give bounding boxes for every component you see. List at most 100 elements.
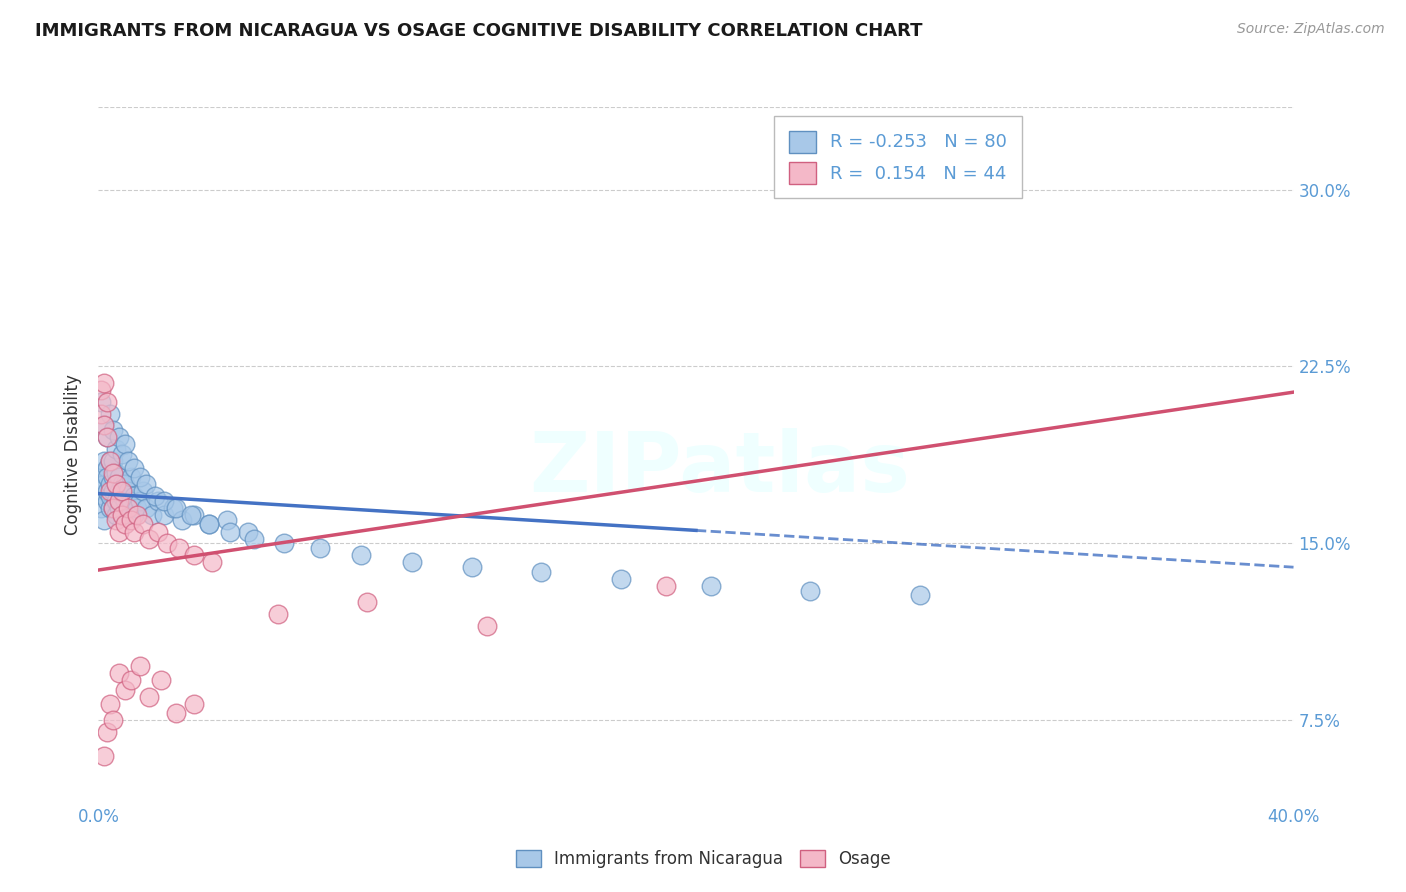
Point <box>103 466 125 480</box>
Point <box>529 565 551 579</box>
Point <box>103 484 125 499</box>
Point <box>198 517 221 532</box>
Point <box>124 508 146 522</box>
Point <box>124 461 146 475</box>
Point <box>108 484 131 499</box>
Point <box>100 500 122 515</box>
Point <box>124 524 146 539</box>
Point <box>96 395 118 409</box>
Point <box>153 494 176 508</box>
Point <box>93 748 115 763</box>
Point <box>96 461 118 475</box>
Point <box>153 508 176 522</box>
Point <box>129 470 152 484</box>
Point <box>93 418 115 433</box>
Y-axis label: Cognitive Disability: Cognitive Disability <box>65 375 83 535</box>
Point <box>135 477 157 491</box>
Point <box>105 513 128 527</box>
Point <box>100 484 122 499</box>
Point <box>127 508 149 522</box>
Point <box>111 447 134 461</box>
Point <box>105 508 128 522</box>
Point <box>129 494 152 508</box>
Point <box>93 376 115 390</box>
Point <box>236 524 259 539</box>
Point <box>96 470 118 484</box>
Point <box>129 659 152 673</box>
Point <box>156 536 179 550</box>
Point <box>111 484 134 499</box>
Point <box>93 513 115 527</box>
Point <box>108 470 131 484</box>
Point <box>93 477 115 491</box>
Point <box>114 517 136 532</box>
Point <box>267 607 290 621</box>
Point <box>243 532 266 546</box>
Point <box>143 489 166 503</box>
Point <box>117 454 139 468</box>
Point <box>96 484 118 499</box>
Point <box>141 508 163 522</box>
Point <box>308 541 330 555</box>
Point <box>103 500 125 515</box>
Point <box>114 437 136 451</box>
Point <box>100 697 122 711</box>
Point <box>90 395 112 409</box>
Point <box>117 484 139 499</box>
Point <box>108 524 131 539</box>
Point <box>114 682 136 697</box>
Point <box>138 690 160 704</box>
Point <box>132 484 155 499</box>
Point <box>103 500 125 515</box>
Point <box>93 489 115 503</box>
Point <box>96 430 118 444</box>
Point <box>103 423 125 437</box>
Point <box>180 508 202 522</box>
Point <box>90 466 112 480</box>
Point <box>111 477 134 491</box>
Point <box>90 477 112 491</box>
Point <box>96 725 118 739</box>
Point <box>111 508 134 522</box>
Point <box>148 494 170 508</box>
Point <box>114 494 136 508</box>
Point <box>138 532 160 546</box>
Text: Source: ZipAtlas.com: Source: ZipAtlas.com <box>1237 22 1385 37</box>
Point <box>111 489 134 503</box>
Point <box>117 500 139 515</box>
Point <box>132 517 155 532</box>
Point <box>215 513 238 527</box>
Point <box>114 477 136 491</box>
Point <box>167 541 190 555</box>
Point <box>90 500 112 515</box>
Point <box>111 508 134 522</box>
Point <box>90 383 112 397</box>
Point <box>93 454 115 468</box>
Point <box>461 560 484 574</box>
Point <box>120 494 142 508</box>
Point <box>108 666 131 681</box>
Point <box>105 494 128 508</box>
Point <box>105 442 128 456</box>
Point <box>93 418 115 433</box>
Point <box>610 572 633 586</box>
Point <box>198 517 221 532</box>
Point <box>401 555 423 569</box>
Point <box>148 524 170 539</box>
Point <box>162 500 184 515</box>
Point <box>150 673 173 688</box>
Point <box>172 513 194 527</box>
Point <box>799 583 821 598</box>
Point <box>219 524 242 539</box>
Point <box>127 500 149 515</box>
Point <box>475 619 498 633</box>
Point <box>183 508 205 522</box>
Point <box>356 595 378 609</box>
Point <box>120 513 142 527</box>
Point <box>183 548 205 562</box>
Point <box>100 489 122 503</box>
Point <box>124 489 146 503</box>
Point <box>165 706 187 721</box>
Text: ZIPatlas: ZIPatlas <box>530 428 910 509</box>
Legend: Immigrants from Nicaragua, Osage: Immigrants from Nicaragua, Osage <box>509 843 897 875</box>
